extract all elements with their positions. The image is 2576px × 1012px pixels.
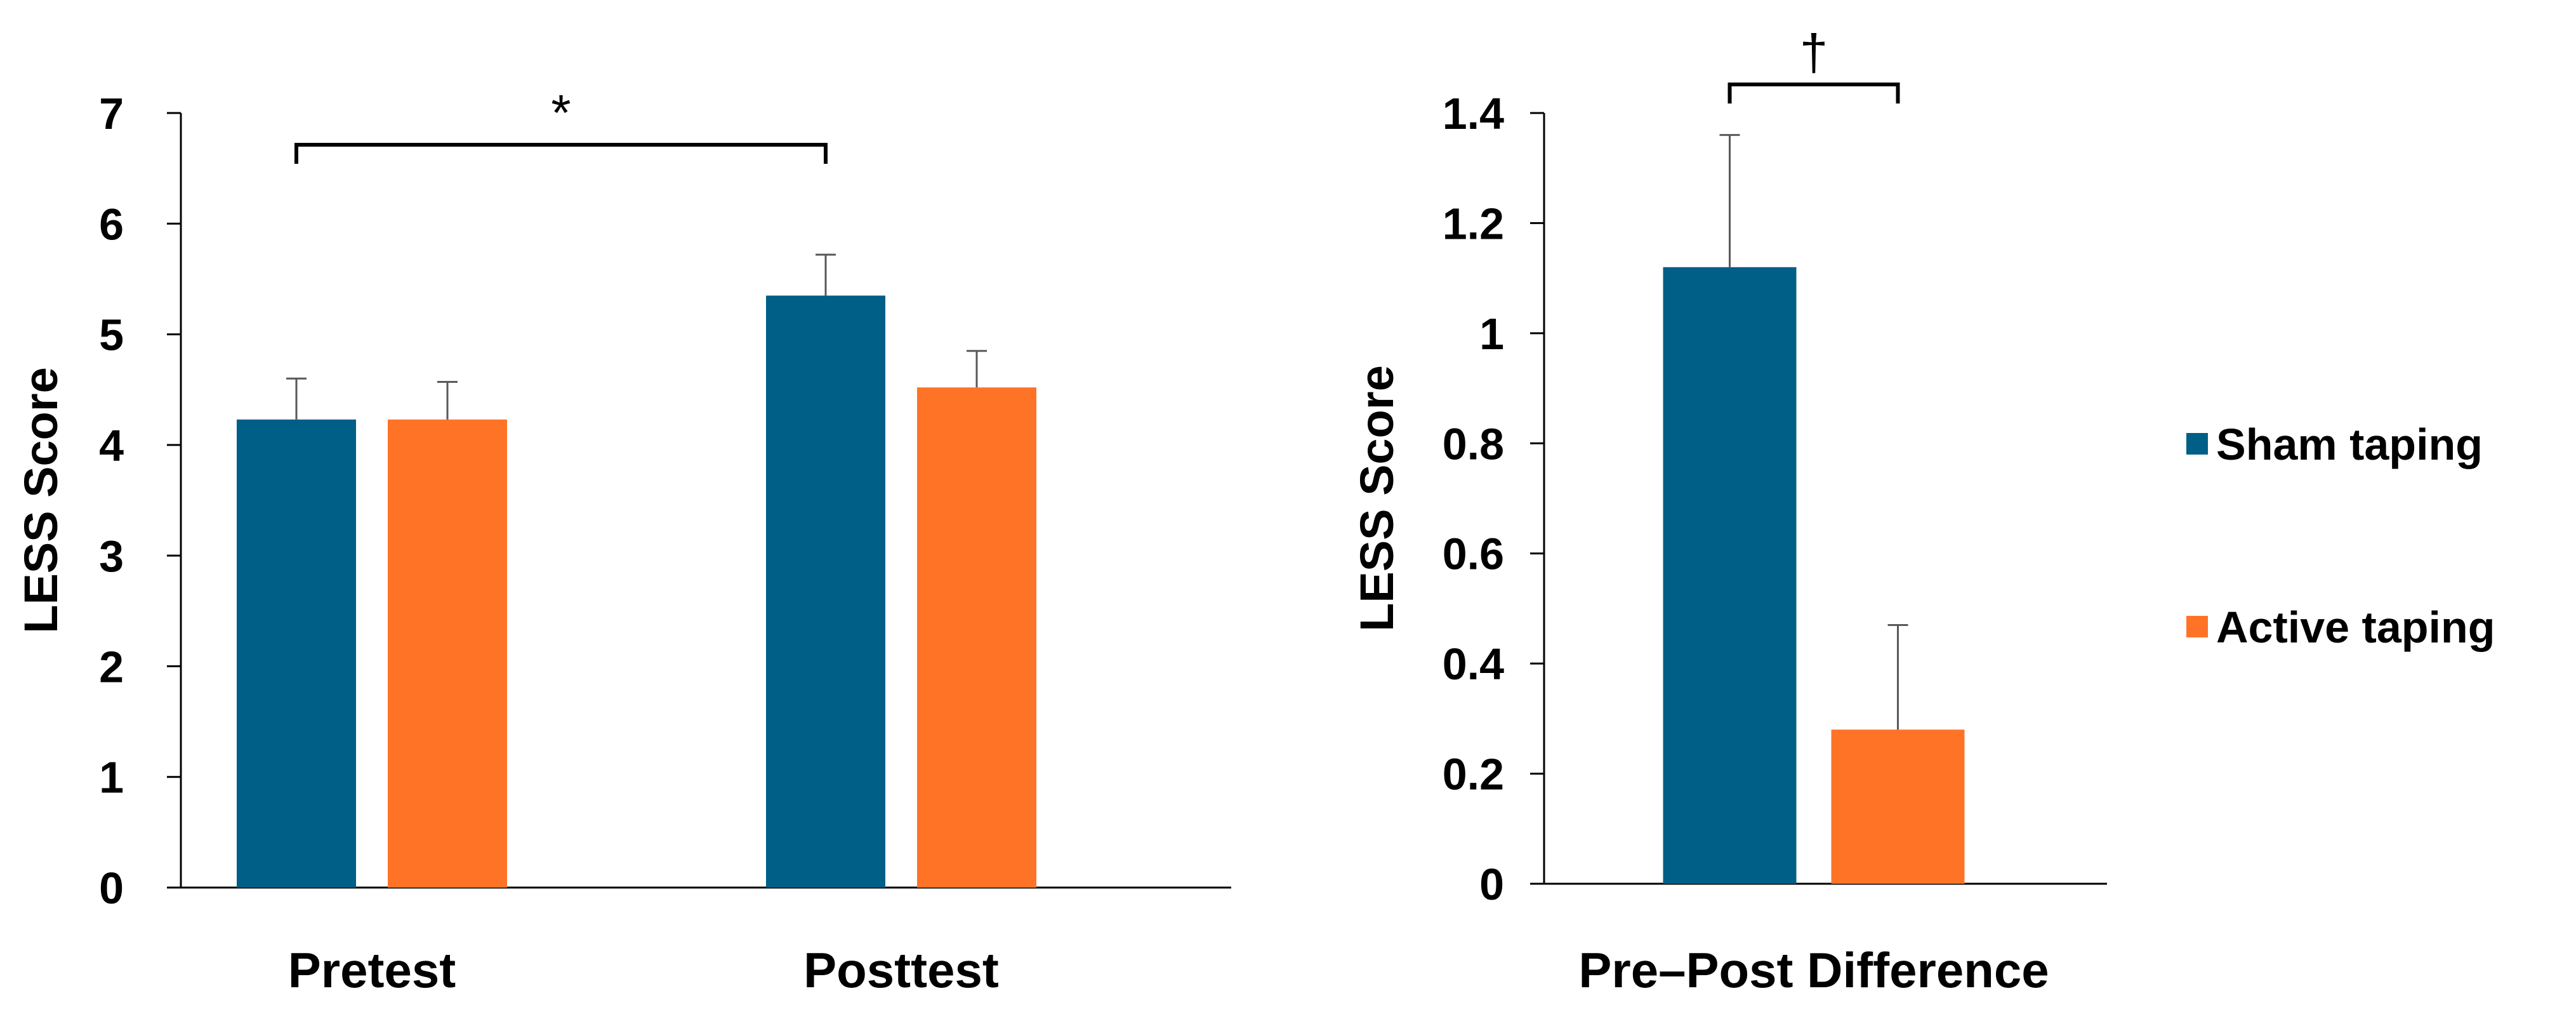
y-axis-label: LESS Score xyxy=(1351,365,1403,632)
significance-marker: † xyxy=(1800,24,1828,81)
x-category-label: Pretest xyxy=(288,942,456,998)
y-tick-label: 1.2 xyxy=(1443,199,1504,248)
bar-sham-taping xyxy=(766,295,885,888)
y-tick-label: 0.8 xyxy=(1443,419,1504,469)
y-tick-label: 5 xyxy=(99,310,124,360)
y-tick-label: 1 xyxy=(1479,309,1504,359)
y-tick-label: 7 xyxy=(99,89,124,138)
bar-active-taping xyxy=(1831,729,1965,884)
chart-left: 0 1 2 3 4 5 6 7 LESS Score Pretest Posttest * xyxy=(15,84,1231,998)
y-tick-label: 1.4 xyxy=(1443,89,1504,138)
y-tick-label: 0.4 xyxy=(1443,639,1504,689)
bar-active-taping xyxy=(388,419,507,888)
bar-sham-taping xyxy=(237,419,356,888)
y-tick-label: 0.6 xyxy=(1443,529,1504,579)
y-tick-label: 0 xyxy=(1479,860,1504,909)
bar-active-taping xyxy=(917,387,1036,888)
y-tick-label: 0.2 xyxy=(1443,750,1504,799)
y-tick-label: 1 xyxy=(99,753,124,802)
significance-bracket xyxy=(294,143,828,164)
legend-label-sham: Sham taping xyxy=(2216,420,2483,469)
legend-swatch-active xyxy=(2186,616,2208,637)
chart-right: 0 0.2 0.4 0.6 0.8 1 1.2 1.4 LESS Score Pre–Post D… xyxy=(1351,24,2107,998)
y-axis-label: LESS Score xyxy=(15,367,67,634)
y-tick-label: 4 xyxy=(99,421,124,470)
bar-sham-taping xyxy=(1663,267,1797,884)
y-tick-label: 6 xyxy=(99,199,124,249)
significance-bracket xyxy=(1727,83,1900,103)
legend-label-active: Active taping xyxy=(2216,603,2495,652)
y-tick-label: 0 xyxy=(99,863,124,913)
legend: Sham taping Active taping xyxy=(2186,420,2495,652)
x-category-label: Posttest xyxy=(803,942,999,998)
y-tick-label: 3 xyxy=(99,531,124,581)
x-category-label: Pre–Post Difference xyxy=(1578,942,2049,998)
legend-swatch-sham xyxy=(2186,433,2208,455)
y-tick-label: 2 xyxy=(99,642,124,691)
significance-marker: * xyxy=(551,84,571,141)
